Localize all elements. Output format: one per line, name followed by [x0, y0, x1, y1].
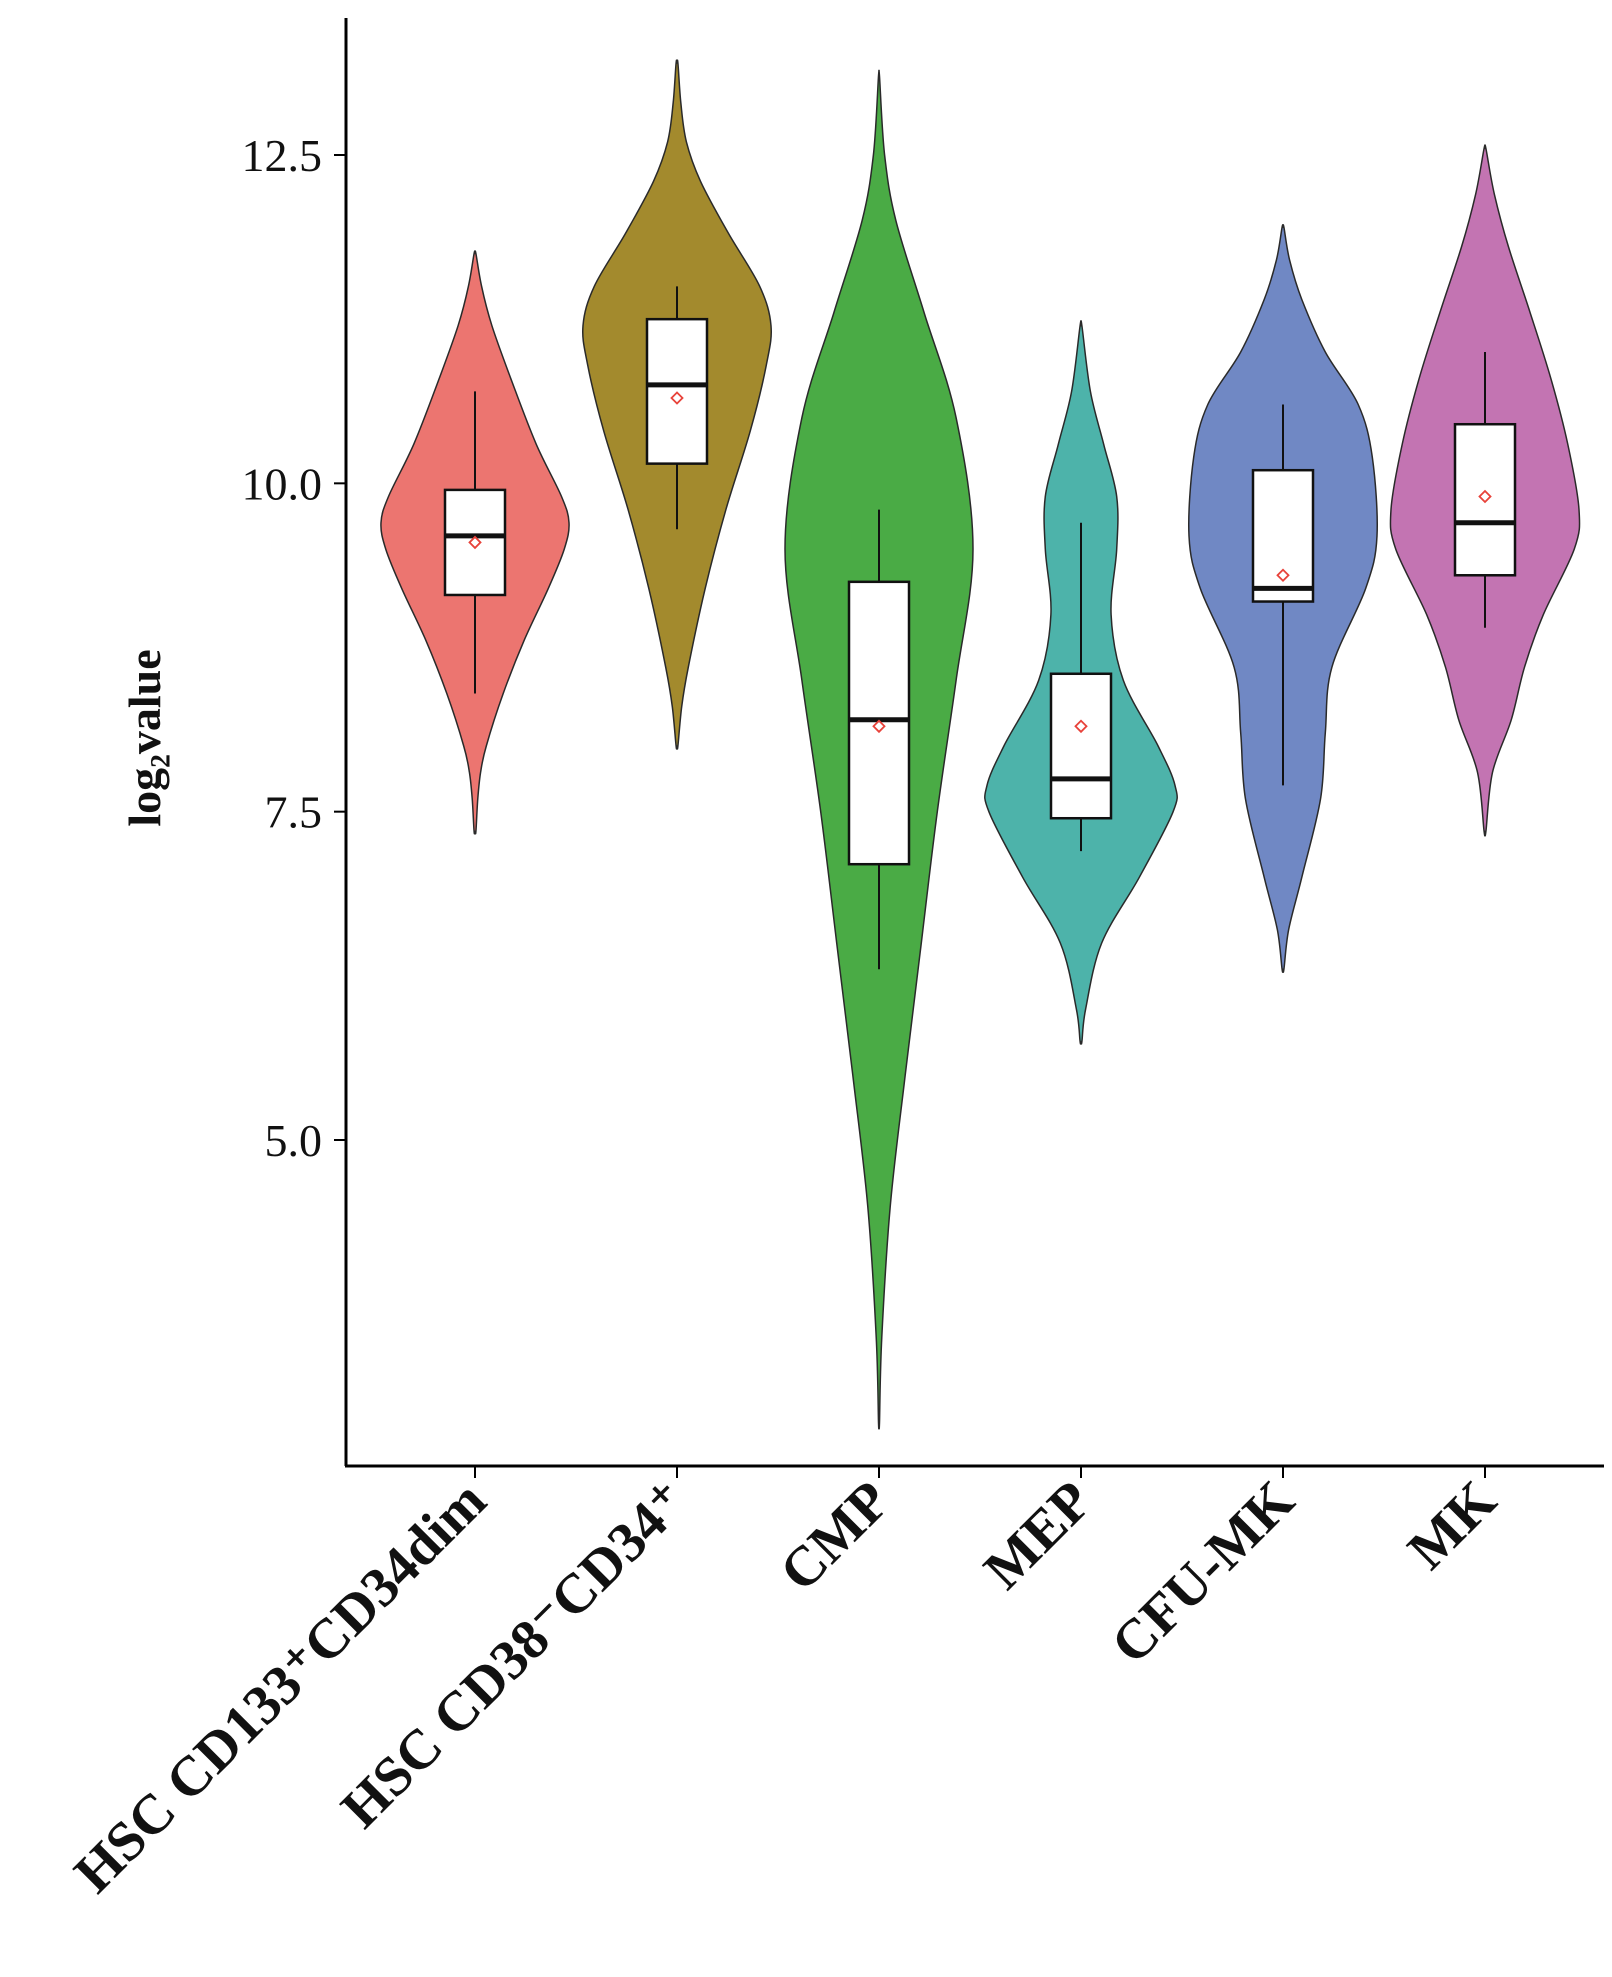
box-iqr	[1049, 672, 1113, 820]
y-tick-label: 5.0	[265, 1115, 323, 1166]
x-category-label: MK	[1396, 1469, 1508, 1581]
x-category-label: HSC CD133⁺CD34dim	[63, 1469, 498, 1904]
x-category-label: HSC CD38⁻CD34⁺	[330, 1469, 701, 1840]
violin-group	[380, 250, 570, 835]
y-ticks: 5.0 7.5 10.0 12.5	[242, 130, 346, 1166]
violin-group	[984, 320, 1178, 1045]
box-iqr	[1453, 422, 1517, 577]
violin-group	[1188, 224, 1378, 973]
x-category-label: CMP	[768, 1469, 902, 1603]
mean-marker	[670, 391, 684, 405]
y-tick-label: 7.5	[265, 787, 323, 838]
y-tick-label: 10.0	[242, 458, 323, 509]
mean-marker	[1478, 489, 1492, 504]
violin-group	[1389, 144, 1581, 837]
y-axis-title: log₂value	[119, 649, 170, 826]
axes	[344, 18, 1604, 1468]
violins	[380, 59, 1581, 1430]
mean-marker	[1074, 719, 1088, 734]
x-category-label: MEP	[972, 1469, 1104, 1601]
box-iqr	[443, 488, 507, 597]
mean-marker	[1276, 568, 1290, 583]
mean-marker	[872, 719, 886, 734]
y-tick-label: 12.5	[242, 130, 323, 181]
violin-group	[784, 69, 974, 1430]
mean-marker	[468, 535, 482, 550]
box-iqr	[847, 580, 911, 866]
x-category-label: CFU-MK	[1100, 1469, 1307, 1676]
violin-group	[581, 59, 773, 750]
